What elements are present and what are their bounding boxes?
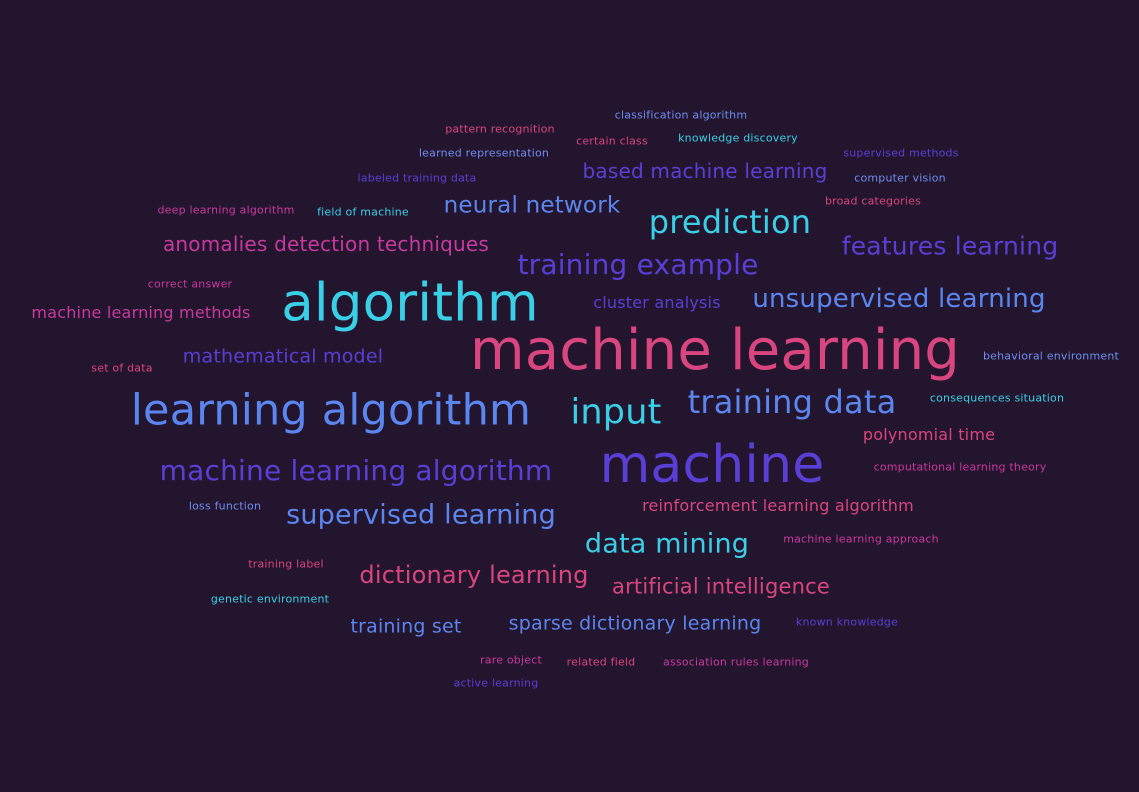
word-training-label: training label	[248, 557, 324, 571]
word-broad-categories: broad categories	[824, 194, 922, 208]
word-polynomial-time: polynomial time	[862, 425, 996, 444]
word-rare-object: rare object	[480, 653, 542, 667]
word-cluster-analysis: cluster analysis	[593, 293, 721, 312]
word-input: input	[570, 392, 662, 433]
word-association-rules-learning: association rules learning	[663, 655, 809, 669]
word-training-set: training set	[350, 615, 462, 638]
word-loss-function: loss function	[188, 499, 262, 513]
word-supervised-learning: supervised learning	[286, 499, 556, 531]
word-artificial-intelligence: artificial intelligence	[612, 574, 830, 599]
word-machine: machine	[599, 435, 825, 495]
word-unsupervised-learning: unsupervised learning	[752, 284, 1046, 314]
word-sparse-dictionary-learning: sparse dictionary learning	[508, 612, 762, 635]
word-data-mining: data mining	[584, 528, 750, 560]
word-machine-learning-methods: machine learning methods	[31, 303, 251, 322]
word-active-learning: active learning	[453, 676, 539, 690]
word-set-of-data: set of data	[91, 361, 153, 375]
word-computer-vision: computer vision	[854, 171, 946, 185]
word-neural-network: neural network	[443, 192, 621, 219]
word-machine-learning-approach: machine learning approach	[783, 532, 939, 546]
word-dictionary-learning: dictionary learning	[359, 561, 589, 589]
word-prediction: prediction	[648, 203, 812, 241]
word-learning-algorithm: learning algorithm	[130, 385, 532, 436]
word-known-knowledge: known knowledge	[795, 615, 899, 629]
word-pattern-recognition: pattern recognition	[445, 122, 555, 136]
word-certain-class: certain class	[576, 134, 648, 148]
word-computational-learning-theory: computational learning theory	[873, 460, 1047, 474]
word-related-field: related field	[566, 655, 636, 669]
word-mathematical-model: mathematical model	[182, 345, 384, 368]
word-genetic-environment: genetic environment	[210, 592, 330, 606]
word-machine-learning: machine learning	[469, 318, 961, 383]
word-deep-learning-algorithm: deep learning algorithm	[157, 203, 295, 217]
word-machine-learning-algorithm: machine learning algorithm	[159, 454, 553, 487]
word-correct-answer: correct answer	[147, 277, 233, 291]
word-labeled-training-data: labeled training data	[357, 171, 477, 185]
word-reinforcement-learning-algorithm: reinforcement learning algorithm	[642, 496, 914, 515]
word-training-data: training data	[687, 383, 897, 421]
word-behavioral-environment: behavioral environment	[982, 349, 1120, 363]
word-based-machine-learning: based machine learning	[582, 159, 828, 183]
word-algorithm: algorithm	[281, 272, 539, 334]
word-learned-representation: learned representation	[418, 146, 550, 160]
word-features-learning: features learning	[841, 231, 1059, 261]
word-consequences-situation: consequences situation	[929, 391, 1065, 405]
word-supervised-methods: supervised methods	[843, 146, 959, 160]
word-field-of-machine: field of machine	[317, 205, 409, 219]
word-knowledge-discovery: knowledge discovery	[678, 131, 798, 145]
word-classification-algorithm: classification algorithm	[614, 108, 748, 122]
word-anomalies-detection-techniques: anomalies detection techniques	[162, 232, 490, 256]
word-training-example: training example	[517, 248, 759, 281]
